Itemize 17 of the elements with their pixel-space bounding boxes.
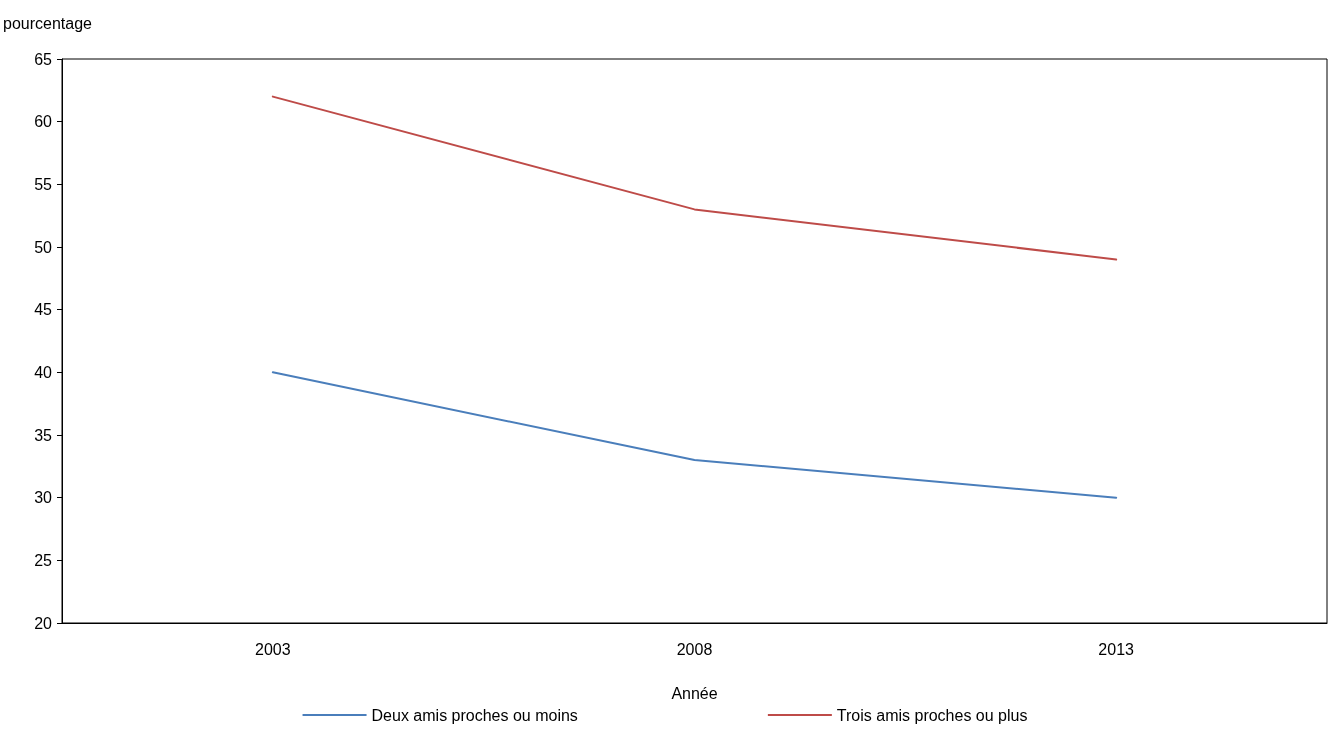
y-tick-label: 35 (34, 426, 53, 444)
y-tick-label: 45 (34, 301, 53, 319)
x-tick-label: 2013 (1098, 640, 1135, 658)
y-tick-label: 20 (34, 614, 53, 632)
x-tick-label: 2003 (255, 640, 291, 658)
y-tick-label: 60 (34, 113, 53, 131)
y-tick-label: 30 (34, 489, 53, 507)
legend-label: Deux amis proches ou moins (371, 706, 578, 724)
y-tick-label: 25 (34, 551, 53, 569)
y-tick-label: 50 (34, 238, 53, 256)
y-tick-label: 65 (34, 50, 53, 68)
x-axis-title: Année (671, 684, 718, 702)
y-tick-label: 40 (34, 363, 53, 381)
y-tick-label: 55 (34, 175, 53, 193)
legend-label: Trois amis proches ou plus (836, 706, 1028, 724)
x-tick-label: 2008 (676, 640, 713, 658)
y-axis-title: pourcentage (3, 14, 93, 32)
